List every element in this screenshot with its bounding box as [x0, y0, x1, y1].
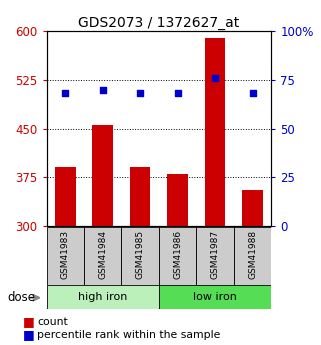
- Text: count: count: [37, 317, 68, 326]
- Bar: [92, 125, 113, 226]
- Bar: [167, 174, 188, 226]
- Bar: [242, 190, 263, 226]
- Text: ■: ■: [23, 315, 35, 328]
- Bar: [130, 168, 151, 226]
- Bar: [196, 227, 234, 285]
- Bar: [159, 227, 196, 285]
- Point: [63, 91, 68, 96]
- Text: GSM41988: GSM41988: [248, 230, 257, 279]
- Text: GSM41984: GSM41984: [98, 230, 107, 279]
- Text: high iron: high iron: [78, 292, 127, 302]
- Text: GSM41983: GSM41983: [61, 230, 70, 279]
- Text: ■: ■: [23, 328, 35, 341]
- Text: low iron: low iron: [193, 292, 237, 302]
- Bar: [121, 227, 159, 285]
- Text: GSM41985: GSM41985: [136, 230, 145, 279]
- Text: percentile rank within the sample: percentile rank within the sample: [37, 330, 220, 339]
- Bar: [205, 38, 225, 226]
- Point: [138, 91, 143, 96]
- Bar: [159, 285, 271, 309]
- Text: dose: dose: [7, 291, 35, 304]
- Bar: [84, 227, 121, 285]
- Bar: [234, 227, 271, 285]
- Point: [175, 91, 180, 96]
- Bar: [47, 285, 159, 309]
- Bar: [47, 227, 84, 285]
- Point: [100, 87, 105, 92]
- Bar: [55, 168, 75, 226]
- Title: GDS2073 / 1372627_at: GDS2073 / 1372627_at: [78, 16, 239, 30]
- Text: GSM41986: GSM41986: [173, 230, 182, 279]
- Text: GSM41987: GSM41987: [211, 230, 220, 279]
- Point: [213, 75, 218, 81]
- Point: [250, 91, 255, 96]
